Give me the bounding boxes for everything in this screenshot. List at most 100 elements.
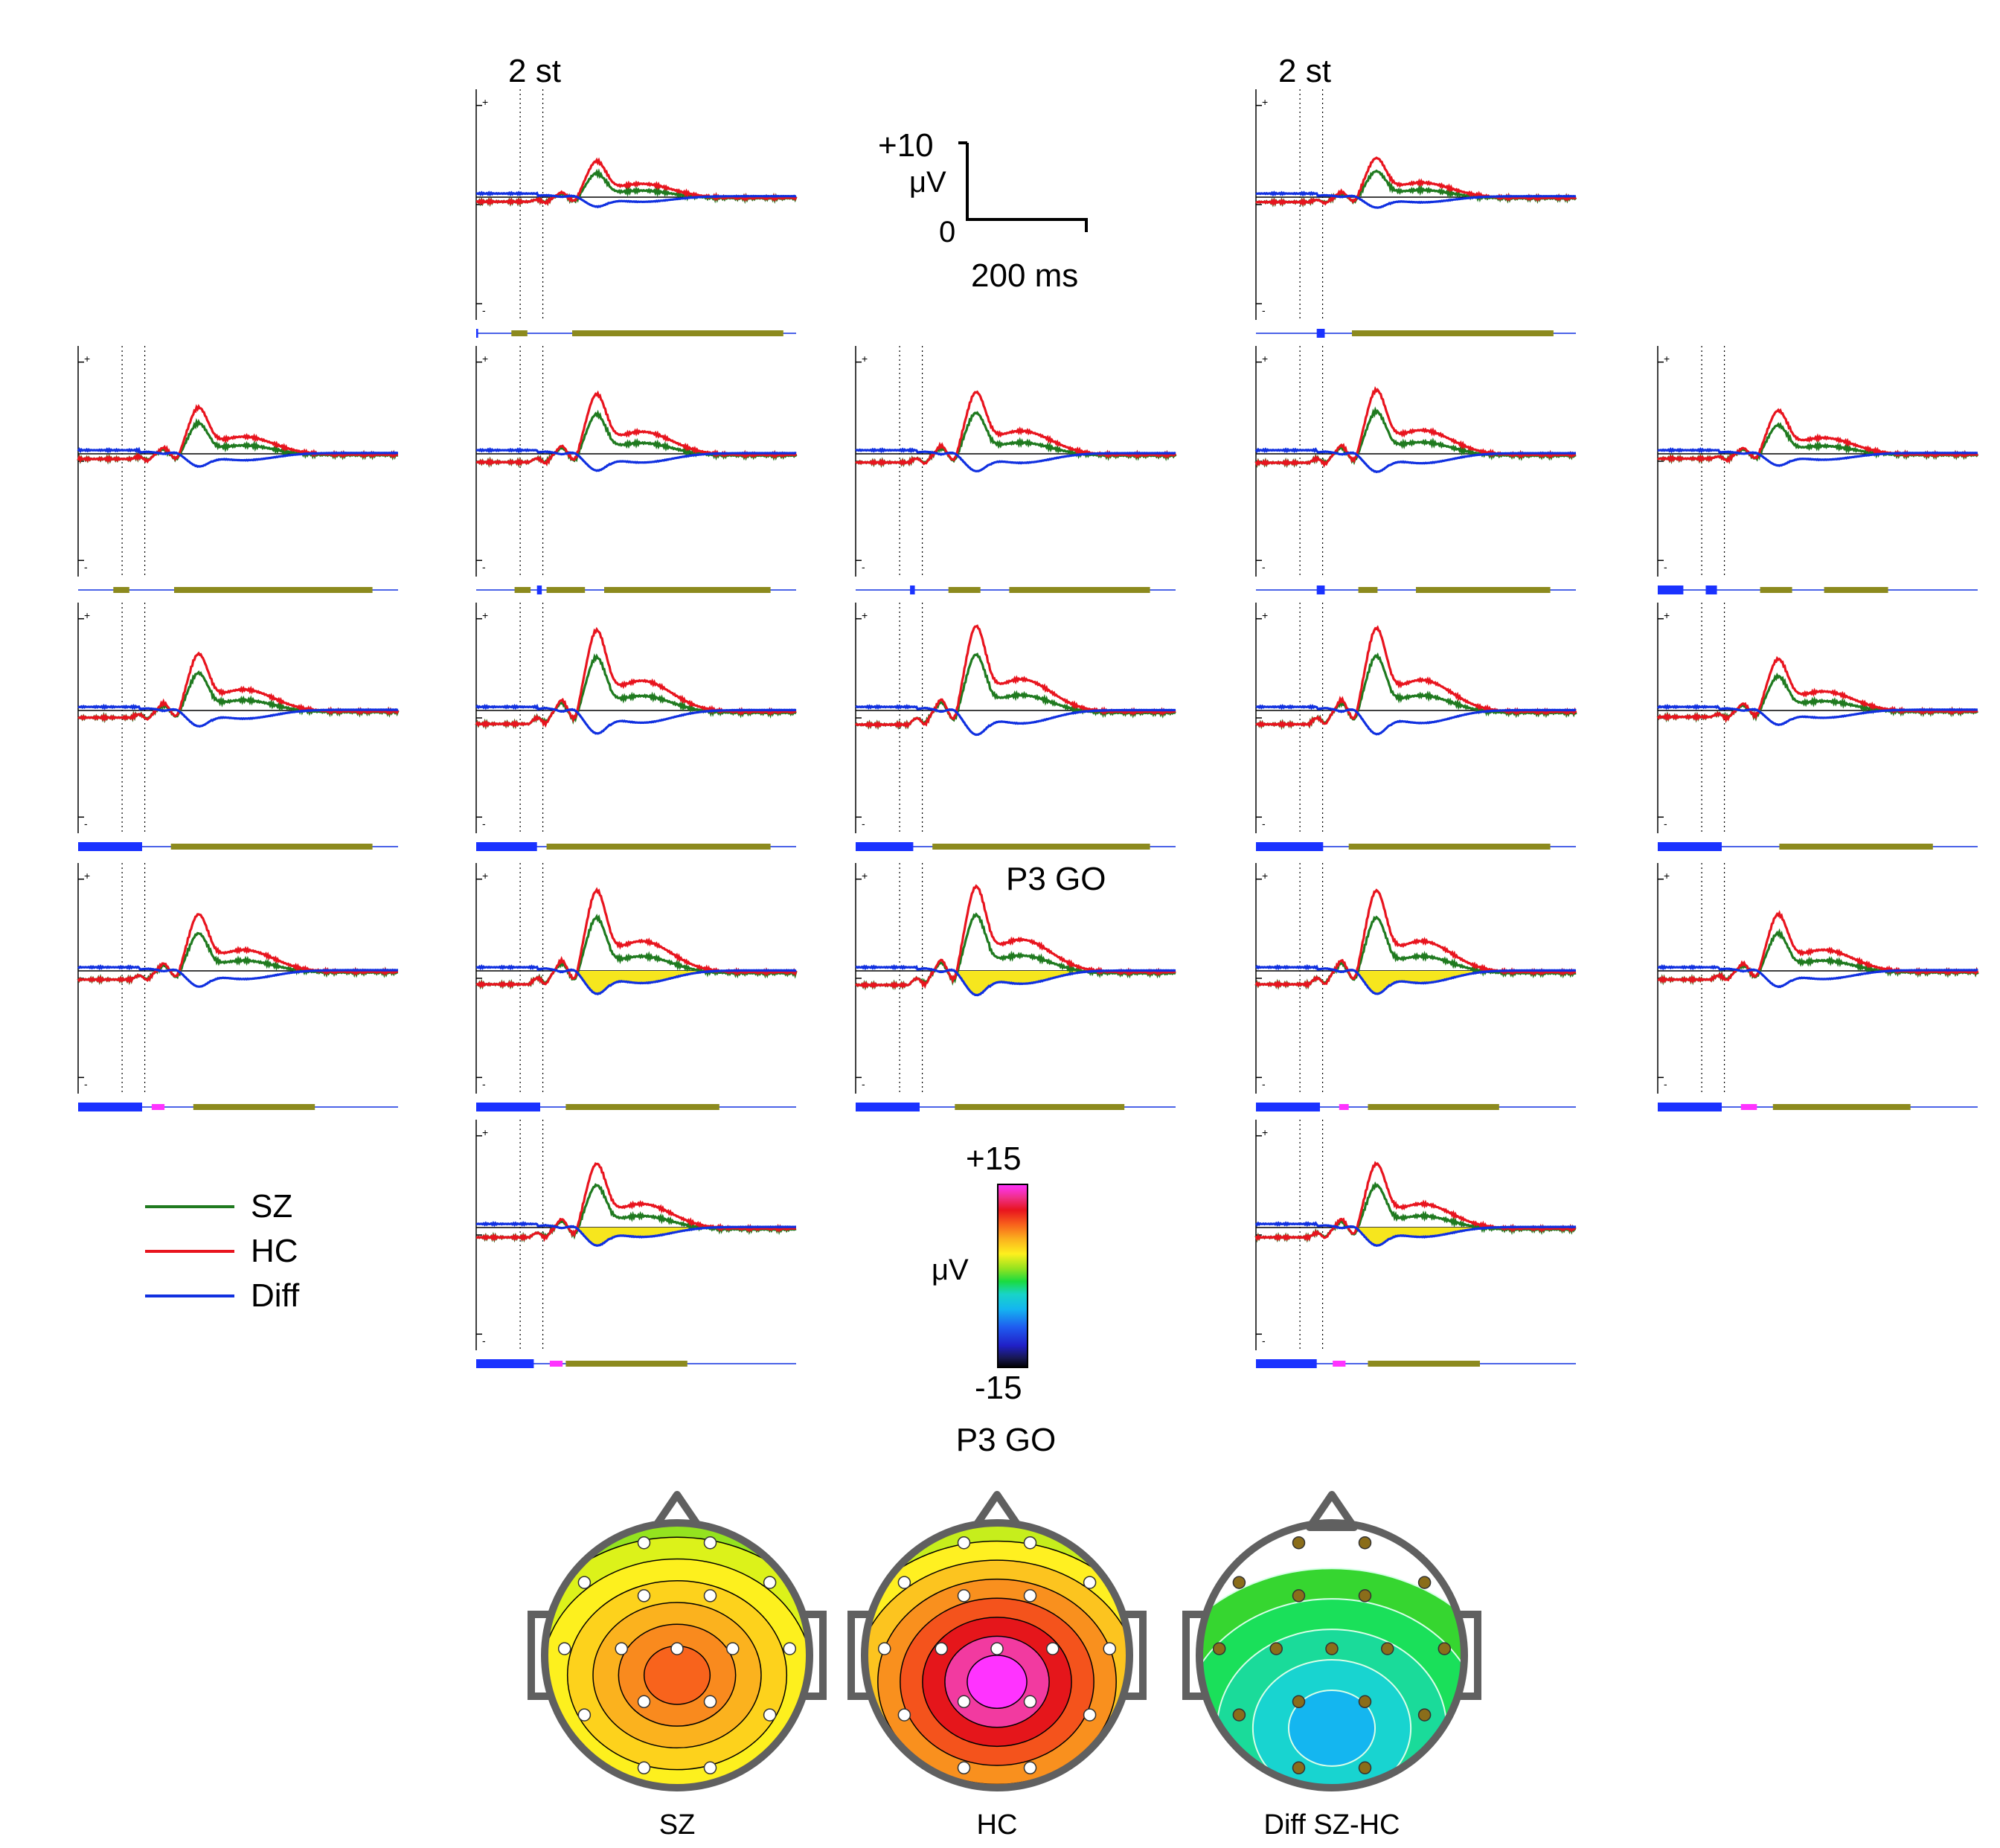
- colorbar-min-label: -15: [975, 1370, 1022, 1406]
- electrode-dot: [1083, 1708, 1097, 1722]
- sz-waveform: [1255, 652, 1577, 731]
- panel-minus-mark: -: [482, 1335, 486, 1347]
- electrode-dot: [1292, 1695, 1306, 1709]
- erp-panel-grid: +-+-+-+-+-+-+-+-+-+-+-+-+-+-+-+-+-+-+-: [77, 89, 1979, 1368]
- electrode-dot: [1358, 1695, 1372, 1709]
- erp-panel: +-: [1254, 346, 1577, 594]
- scale-bar-unit: μV: [909, 166, 946, 199]
- hc-waveform: [475, 887, 798, 989]
- electrode-dot: [1292, 1761, 1306, 1775]
- diff-waveform: [77, 703, 399, 728]
- sz-waveform: [1254, 406, 1577, 469]
- panel-minus-mark: -: [84, 561, 88, 573]
- scale-bar-time: 200 ms: [971, 257, 1078, 294]
- diff-waveform: [475, 703, 797, 735]
- stat-bar: [604, 587, 771, 593]
- stat-bar: [1416, 587, 1551, 593]
- panel-plus-mark: +: [862, 609, 868, 621]
- stat-bar: [565, 1104, 719, 1110]
- colorbar-unit-label: μV: [932, 1254, 969, 1286]
- panel-plus-mark: +: [84, 353, 90, 365]
- stat-bar: [1705, 585, 1717, 594]
- electrode-dot: [703, 1761, 717, 1775]
- electrode-dot: [1023, 1761, 1037, 1775]
- erp-panel: +-: [475, 603, 797, 851]
- hc-waveform: [1254, 888, 1577, 989]
- erp-panel: +-: [854, 603, 1176, 851]
- stat-bar: [174, 587, 373, 593]
- topomap-contour-band: [967, 1655, 1028, 1709]
- electrode-dot: [637, 1761, 651, 1775]
- electrode-dot: [703, 1536, 717, 1550]
- erp-panel: +-: [1255, 603, 1577, 851]
- panel-plus-mark: +: [1664, 870, 1670, 882]
- electrode-dot: [783, 1642, 797, 1655]
- scale-bar-amplitude: +10: [878, 127, 934, 164]
- diff-waveform: [1254, 963, 1577, 995]
- legend: SZ HC Diff: [145, 1188, 300, 1314]
- erp-panel: +-: [1254, 863, 1577, 1111]
- scale-bar: +10 μV 0 200 ms: [878, 127, 1088, 294]
- colorbar: +15 μV -15: [932, 1140, 1028, 1406]
- stat-bar: [78, 842, 142, 851]
- stat-bar: [1658, 842, 1722, 851]
- panel-minus-mark: -: [1262, 304, 1266, 316]
- p3-go-label: P3 GO: [1006, 861, 1106, 897]
- hc-waveform: [77, 913, 398, 985]
- stat-bar: [856, 1103, 920, 1111]
- panel-minus-mark: -: [1262, 1078, 1266, 1090]
- stat-bar: [565, 1361, 688, 1367]
- sz-waveform: [77, 931, 398, 986]
- stat-bar: [546, 587, 586, 593]
- erp-panel: +-: [77, 603, 400, 851]
- right-ear-icon: [1125, 1611, 1147, 1700]
- left-ear-icon: [528, 1611, 549, 1700]
- panel-minus-mark: -: [482, 561, 486, 573]
- stat-bar: [113, 587, 129, 593]
- hc-waveform: [475, 157, 798, 207]
- electrode-dot: [935, 1642, 948, 1655]
- stat-bar: [932, 844, 1150, 850]
- electrode-dot: [670, 1642, 684, 1655]
- electrode-dot: [1417, 1576, 1432, 1589]
- panel-plus-mark: +: [1262, 1126, 1268, 1138]
- nose-icon: [1306, 1491, 1358, 1531]
- stat-bar: [955, 1104, 1125, 1110]
- panel-plus-mark: +: [1262, 96, 1268, 108]
- erp-panel: +-: [1656, 603, 1978, 851]
- diff-waveform: [855, 447, 1176, 473]
- electrode-dot: [726, 1642, 740, 1655]
- sz-waveform: [1657, 928, 1979, 986]
- electrode-dot: [637, 1695, 651, 1709]
- panel-minus-mark: -: [482, 1078, 486, 1090]
- panel-minus-mark: -: [84, 818, 88, 830]
- stat-bar: [1658, 1103, 1722, 1111]
- erp-panel: +-: [77, 863, 398, 1111]
- erp-panel: +-: [1657, 346, 1979, 594]
- sz-waveform: [854, 411, 1177, 469]
- stat-bar: [1348, 844, 1551, 850]
- stat-bar: [1333, 1361, 1346, 1367]
- electrode-dot: [1325, 1642, 1339, 1655]
- electrode-dot: [957, 1536, 971, 1550]
- diff-waveform: [77, 963, 398, 988]
- erp-panel: +-: [854, 863, 1176, 1111]
- erp-panel: +-: [475, 346, 798, 594]
- panel-plus-mark: +: [862, 870, 868, 882]
- panel-plus-mark: +: [1262, 609, 1268, 621]
- hc-waveform: [1657, 408, 1979, 464]
- panel-minus-mark: -: [482, 818, 486, 830]
- stat-bar: [536, 585, 542, 594]
- stat-bar: [546, 844, 771, 850]
- diff-waveform: [475, 1221, 796, 1247]
- panel-minus-mark: -: [1262, 818, 1266, 830]
- stat-bar: [572, 330, 783, 336]
- electrode-dot: [897, 1576, 911, 1589]
- electrode-dot: [703, 1589, 717, 1602]
- diff-waveform: [1657, 447, 1978, 467]
- diff-waveform: [1255, 704, 1577, 736]
- sz-waveform: [475, 653, 797, 730]
- topomap-row: [528, 1491, 1481, 1791]
- diff-waveform: [475, 447, 797, 472]
